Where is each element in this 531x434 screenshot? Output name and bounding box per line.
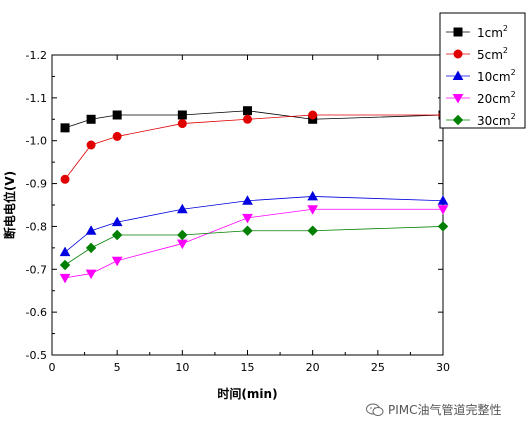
y-tick-label: -0.7 [26, 263, 47, 276]
wechat-icon [366, 403, 384, 416]
series-line [64, 110, 444, 129]
data-point [111, 216, 123, 227]
x-tick-label: 30 [436, 361, 450, 374]
data-point [176, 203, 188, 214]
data-point [243, 106, 252, 116]
data-point [111, 256, 123, 267]
data-point [59, 246, 71, 257]
x-tick-label: 15 [241, 361, 255, 374]
legend-marker [452, 114, 464, 126]
legend-marker [453, 49, 463, 59]
y-tick-label: -0.8 [26, 220, 47, 233]
x-axis-title: 时间(min) [217, 386, 277, 401]
y-tick-label: -0.9 [26, 178, 47, 191]
x-tick-label: 0 [49, 361, 56, 374]
watermark: PIMC油气管道完整性 [366, 401, 502, 418]
data-point [437, 195, 449, 205]
series-line [64, 196, 444, 253]
data-point [242, 195, 253, 205]
data-point [86, 140, 96, 150]
data-point [60, 174, 70, 184]
data-point [177, 229, 188, 241]
data-point [60, 123, 70, 133]
series-30cm2 [59, 221, 449, 271]
y-tick-label: -1.1 [26, 92, 47, 105]
data-point [85, 242, 97, 254]
legend-item: 5cm2 [446, 46, 508, 62]
legend-label: 30cm2 [477, 112, 516, 128]
series-line [64, 208, 443, 279]
legend: 1cm2 5cm2 10cm2 20cm2 30cm2 [439, 12, 526, 129]
data-point [242, 225, 253, 236]
y-axis: -1.2 -1.1 -1.0 -0.9 -0.8 -0.7 -0.6 -0.5 [26, 49, 443, 362]
series-line [64, 114, 443, 180]
x-tick-label: 10 [175, 361, 189, 374]
data-point [307, 225, 318, 236]
data-point [59, 273, 71, 284]
legend-marker [452, 94, 464, 104]
data-point [112, 131, 122, 141]
data-point [86, 114, 96, 124]
data-point [85, 269, 97, 280]
data-point [59, 259, 71, 271]
data-point [243, 114, 252, 124]
data-point [308, 110, 318, 120]
legend-label: 10cm2 [477, 68, 516, 84]
legend-item: 30cm2 [446, 112, 516, 128]
data-point [112, 110, 122, 120]
series-10cm2 [59, 190, 449, 257]
data-point [177, 119, 187, 129]
legend-item: 10cm2 [446, 68, 516, 84]
series-layer [59, 106, 449, 284]
data-point [111, 229, 123, 241]
legend-item: 20cm2 [446, 90, 516, 106]
data-point [177, 110, 187, 120]
x-tick-label: 5 [114, 361, 121, 374]
series-5cm2 [60, 110, 448, 184]
x-tick-label: 20 [306, 361, 320, 374]
series-20cm2 [59, 205, 449, 284]
legend-item: 1cm2 [446, 24, 508, 40]
data-point [307, 190, 319, 201]
legend-label: 5cm2 [477, 46, 508, 62]
data-point [307, 205, 319, 215]
data-point [437, 205, 449, 215]
x-axis: 0 5 10 15 20 25 30 [49, 55, 450, 374]
x-tick-label: 25 [371, 361, 385, 374]
y-axis-title: 断电电位(V) [2, 171, 17, 239]
y-tick-label: -0.5 [26, 349, 47, 362]
data-point [85, 225, 97, 235]
data-point [242, 213, 253, 224]
legend-marker [453, 27, 463, 37]
legend-label: 20cm2 [477, 90, 516, 106]
data-point [437, 221, 449, 232]
legend-label: 1cm2 [477, 24, 508, 40]
y-tick-label: -1.2 [26, 49, 47, 62]
plot-frame [51, 54, 444, 356]
y-tick-label: -0.6 [26, 306, 47, 319]
y-tick-label: -1.0 [26, 135, 47, 148]
plot-border [51, 54, 444, 356]
series-1cm2 [60, 106, 448, 133]
watermark-text: PIMC油气管道完整性 [388, 403, 502, 417]
legend-marker [452, 70, 464, 80]
